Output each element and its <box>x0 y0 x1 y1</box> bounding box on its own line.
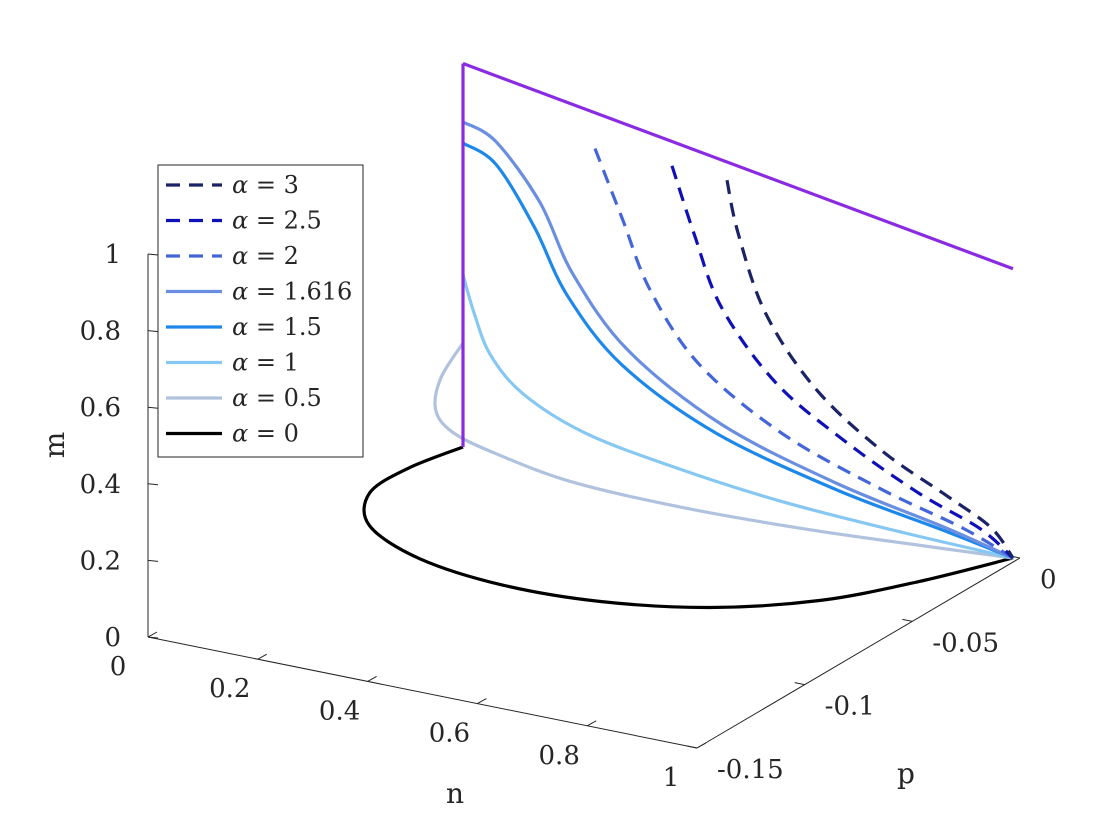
n-axis-line <box>147 636 698 749</box>
p-ticks: -0.15 -0.1 -0.05 0 <box>686 555 1057 785</box>
n-tick-label: 0.6 <box>429 719 470 749</box>
n-ticks: 0 0.2 0.4 0.6 0.8 1 <box>110 631 707 793</box>
n-tick-label: 0.4 <box>319 696 360 726</box>
curve-alpha-0 <box>362 445 1014 610</box>
n-tick-label: 1 <box>663 763 680 793</box>
p-tick-label: -0.05 <box>932 628 999 658</box>
legend-item: α = 2 <box>166 242 299 270</box>
m-ticks: 0 0.2 0.4 0.6 0.8 1 <box>80 240 159 653</box>
n-tick-mark <box>147 631 158 638</box>
m-axis-title: m <box>38 432 71 459</box>
curve-alpha-2-5 <box>670 165 1015 560</box>
p-tick-mark <box>686 745 698 749</box>
legend-item: α = 0.5 <box>166 384 322 412</box>
m-tick-mark <box>147 406 159 409</box>
p-tick-mark <box>794 682 805 686</box>
legend-label: α = 0 <box>232 420 299 448</box>
n-tick-mark <box>586 720 597 727</box>
n-tick-mark <box>696 742 707 749</box>
n-tick-label: 0.2 <box>209 674 250 704</box>
legend-item: α = 3 <box>166 171 299 199</box>
legend-item: α = 1.5 <box>166 313 322 341</box>
legend-label: α = 1.616 <box>232 278 352 306</box>
m-tick-label: 0.6 <box>80 393 121 423</box>
curve-alpha-1-616 <box>462 120 1014 560</box>
p-tick-label: 0 <box>1040 565 1057 595</box>
legend: α = 3 α = 2.5 α = 2 α = 1.616 α = 1.5 α = 1 α … <box>157 164 364 458</box>
p-tick-label: -0.1 <box>825 692 875 722</box>
curve-alpha-2 <box>593 148 1014 560</box>
curve-alpha-1 <box>461 274 1014 560</box>
n-tick-mark <box>257 653 268 660</box>
p-axis-title: p <box>897 757 915 790</box>
boundary-lines <box>461 62 1014 447</box>
legend-label: α = 1.5 <box>232 313 322 341</box>
legend-item: α = 1.616 <box>166 278 352 306</box>
curve-alpha-3 <box>725 179 1015 559</box>
p-tick-mark <box>902 618 913 622</box>
m-tick-label: 0.8 <box>80 317 121 347</box>
legend-item: α = 1 <box>166 349 299 377</box>
m-tick-label: 0.2 <box>80 546 121 576</box>
legend-label: α = 2 <box>232 242 299 270</box>
m-tick-mark <box>147 559 159 562</box>
m-tick-mark <box>147 330 159 333</box>
series-curves <box>362 120 1015 610</box>
m-tick-label: 0.4 <box>80 470 121 500</box>
legend-label: α = 2.5 <box>232 207 322 235</box>
p-tick-label: -0.15 <box>717 755 784 785</box>
legend-item: α = 2.5 <box>166 207 322 235</box>
n-tick-label: 0 <box>110 652 127 682</box>
curve-alpha-1-5 <box>462 141 1014 560</box>
legend-item: α = 0 <box>166 420 299 448</box>
legend-box <box>157 164 364 458</box>
m-tick-mark <box>147 483 159 486</box>
m-tick-label: 1 <box>104 240 121 270</box>
m-tick-label: 0 <box>104 623 121 653</box>
legend-label: α = 1 <box>232 349 299 377</box>
n-tick-mark <box>477 698 487 705</box>
axes-frame <box>147 254 1021 749</box>
legend-label: α = 3 <box>232 171 299 199</box>
legend-label: α = 0.5 <box>232 384 322 412</box>
m-tick-mark <box>147 636 159 639</box>
n-axis-title: n <box>446 777 464 810</box>
boundary-top-line <box>462 62 1014 271</box>
curve-alpha-0-5 <box>433 342 1014 560</box>
p-axis-line <box>696 557 1021 749</box>
n-tick-label: 0.8 <box>539 741 580 771</box>
n-tick-mark <box>367 675 377 682</box>
m-tick-mark <box>147 253 159 256</box>
